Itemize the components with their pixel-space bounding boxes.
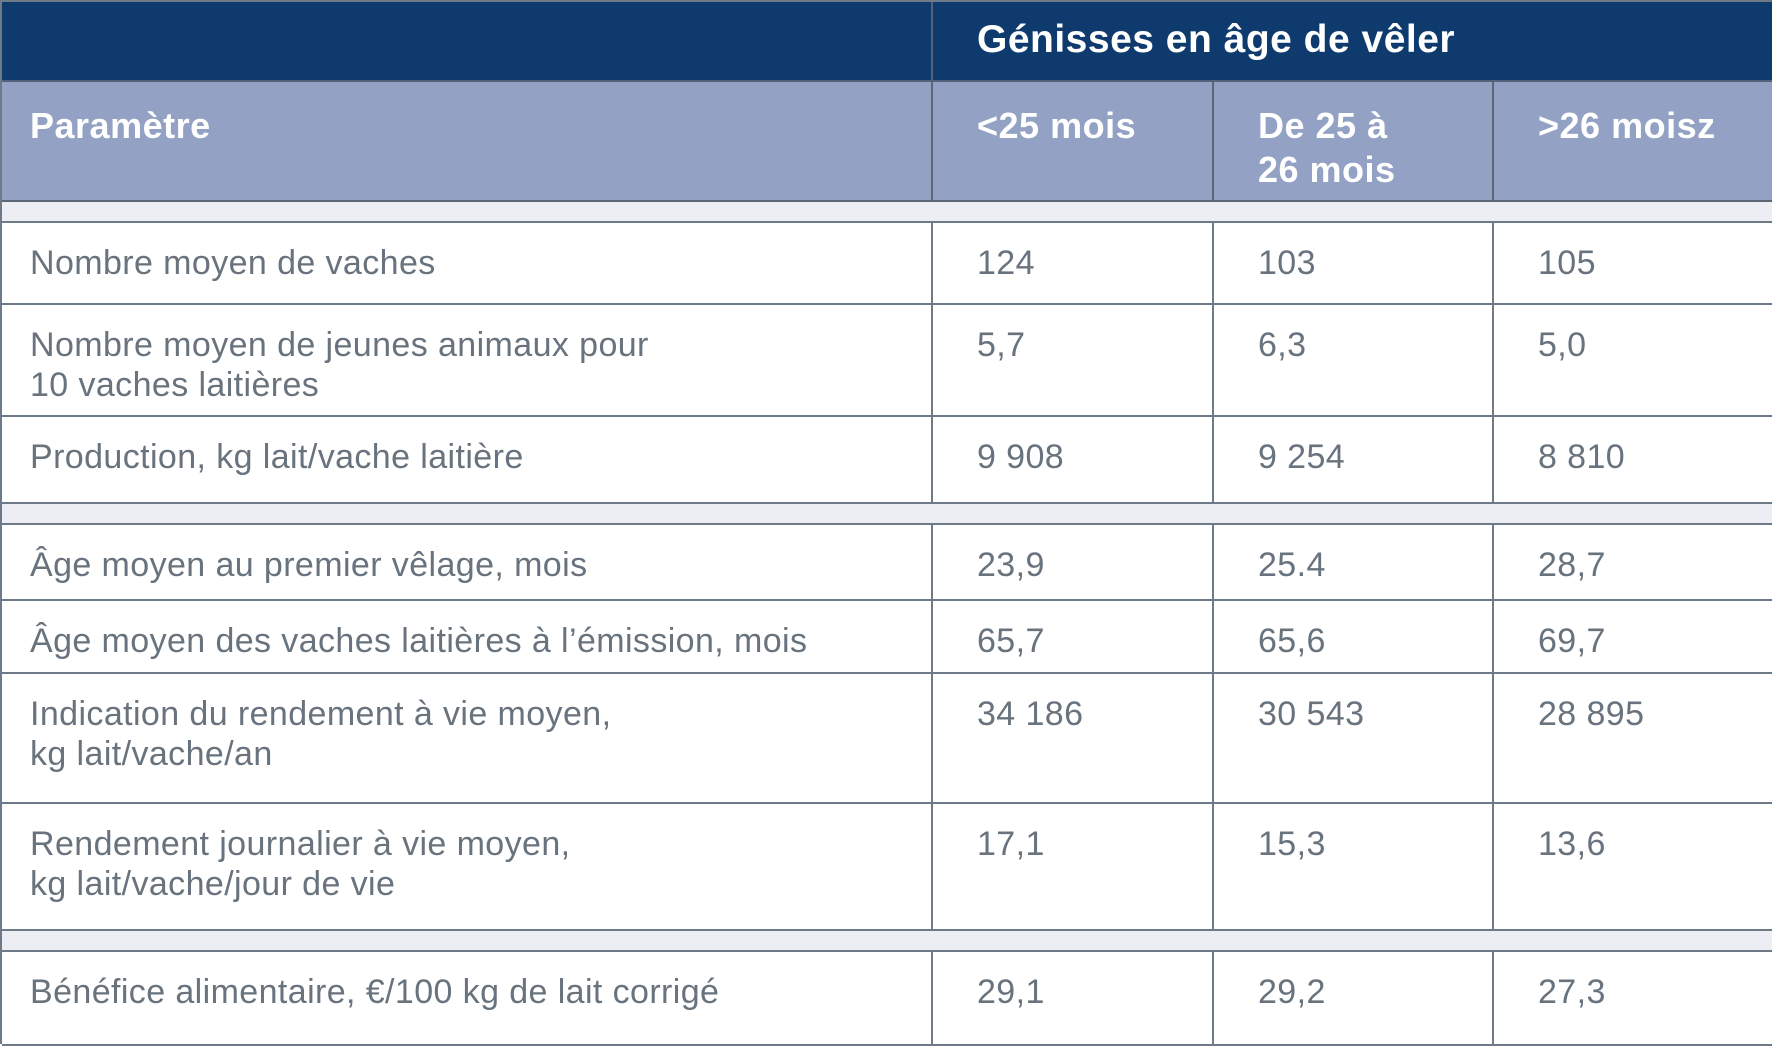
column-header-gt26: >26 moisz — [1494, 82, 1772, 202]
cell-value: 29,2 — [1214, 952, 1494, 1046]
cell-value: 15,3 — [1214, 804, 1494, 931]
cell-value: 13,6 — [1494, 804, 1772, 931]
cell-value: 29,1 — [933, 952, 1214, 1046]
row-label: Nombre moyen de vaches — [2, 223, 933, 305]
cell-value: 30 543 — [1214, 674, 1494, 804]
cell-value: 25.4 — [1214, 525, 1494, 601]
section-separator — [2, 931, 1772, 952]
cell-value: 34 186 — [933, 674, 1214, 804]
cell-value: 5,7 — [933, 305, 1214, 417]
cell-value: 6,3 — [1214, 305, 1494, 417]
section-separator — [2, 202, 1772, 223]
cell-value: 5,0 — [1494, 305, 1772, 417]
cell-value: 105 — [1494, 223, 1772, 305]
group-header-empty-cell — [2, 2, 933, 82]
column-header-parametre: Paramètre — [2, 82, 933, 202]
cell-value: 23,9 — [933, 525, 1214, 601]
row-label: Rendement journalier à vie moyen, kg lai… — [2, 804, 933, 931]
group-header-title: Génisses en âge de vêler — [933, 2, 1772, 82]
column-header-25to26: De 25 à 26 mois — [1214, 82, 1494, 202]
row-label: Nombre moyen de jeunes animaux pour 10 v… — [2, 305, 933, 417]
cell-value: 28 895 — [1494, 674, 1772, 804]
cell-value: 124 — [933, 223, 1214, 305]
cell-value: 65,7 — [933, 601, 1214, 674]
cell-value: 17,1 — [933, 804, 1214, 931]
cell-value: 27,3 — [1494, 952, 1772, 1046]
cell-value: 8 810 — [1494, 417, 1772, 504]
row-label: Bénéfice alimentaire, €/100 kg de lait c… — [2, 952, 933, 1046]
row-label: Âge moyen au premier vêlage, mois — [2, 525, 933, 601]
cell-value: 9 908 — [933, 417, 1214, 504]
row-label: Âge moyen des vaches laitières à l’émiss… — [2, 601, 933, 674]
cell-value: 28,7 — [1494, 525, 1772, 601]
cell-value: 9 254 — [1214, 417, 1494, 504]
section-separator — [2, 504, 1772, 525]
column-header-lt25: <25 mois — [933, 82, 1214, 202]
row-label: Indication du rendement à vie moyen, kg … — [2, 674, 933, 804]
cell-value: 65,6 — [1214, 601, 1494, 674]
row-label: Production, kg lait/vache laitière — [2, 417, 933, 504]
cell-value: 103 — [1214, 223, 1494, 305]
cell-value: 69,7 — [1494, 601, 1772, 674]
